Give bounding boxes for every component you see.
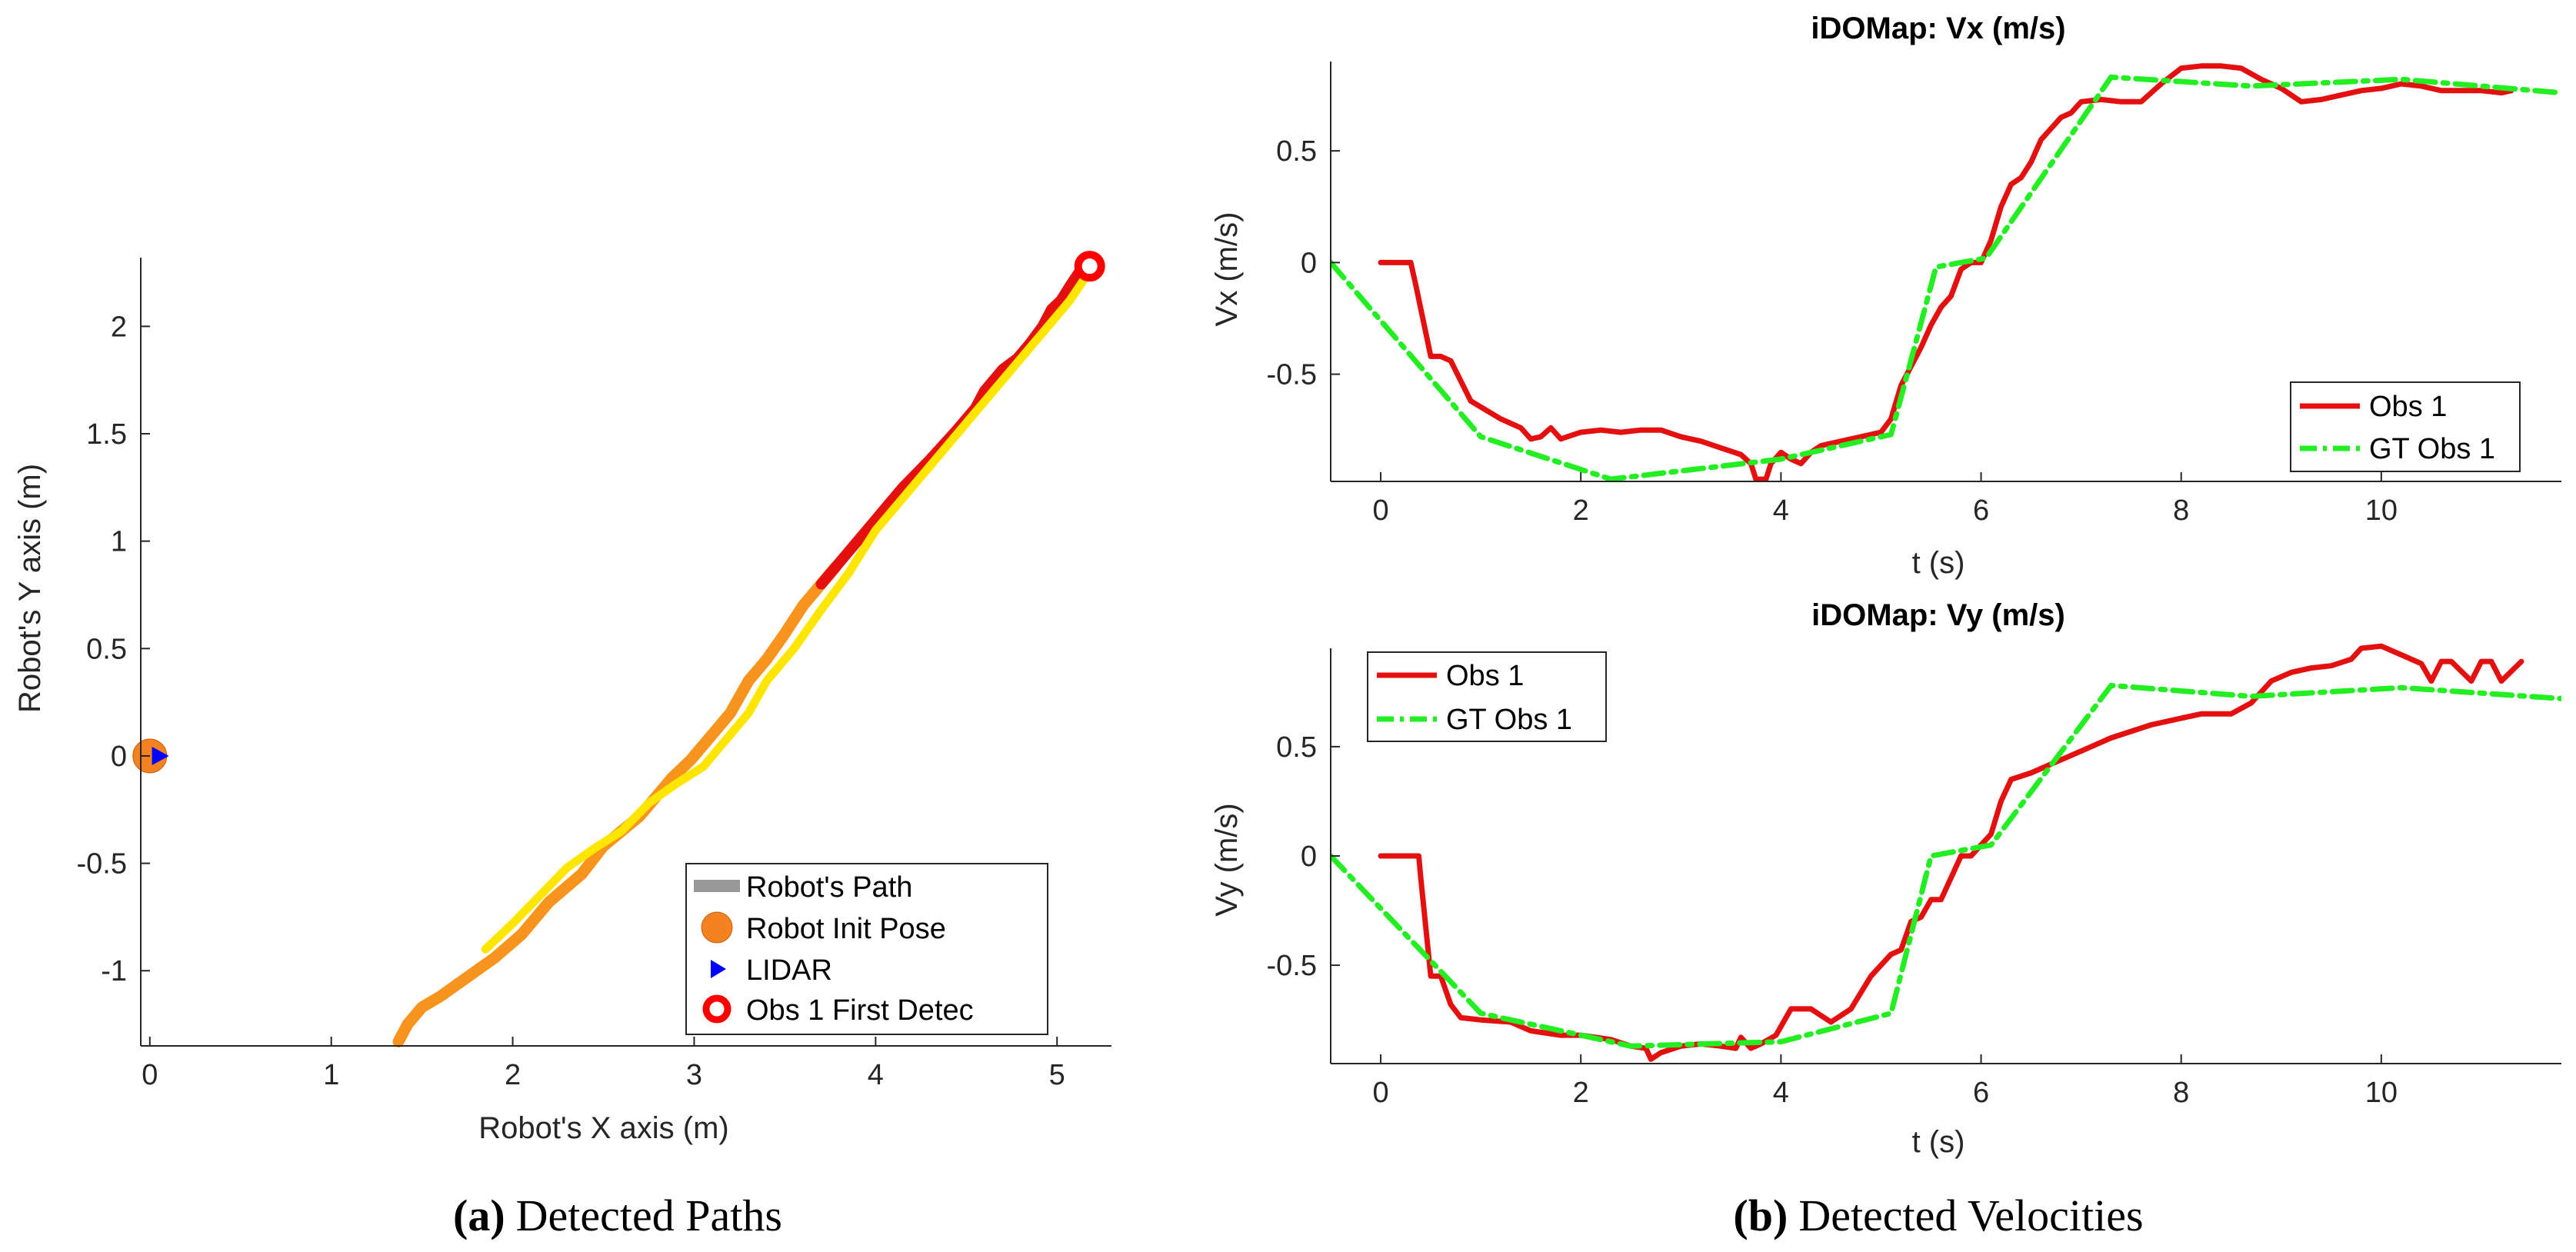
caption-a: (a) Detected Paths [453,1190,782,1240]
vx-xtick-label: 0 [1372,494,1388,527]
vx-chart: iDOMap: Vx (m/s) Vx (m/s) t (s) Obs 1 GT… [1210,12,2561,580]
paths-xtick-label: 5 [1049,1059,1065,1091]
paths-xtick-label: 1 [323,1059,339,1091]
paths-chart: Robot's Y axis (m) Robot's X axis (m) Ro… [13,251,1111,1145]
caption-b-body: Detected Velocities [1798,1190,2143,1240]
vy-series-gt-obs1 [1331,682,2561,1049]
legend-robot-path-label: Robot's Path [746,871,912,904]
vx-ylabel: Vx (m/s) [1210,212,1244,327]
paths-ytick-label: 1 [111,526,127,558]
legend-init-pose-swatch [701,911,733,944]
vx-title: iDOMap: Vx (m/s) [1811,12,2065,45]
vx-xtick-label: 8 [2173,494,2189,527]
legend-lidar-swatch [711,960,726,978]
vy-ytick-label: 0.5 [1276,731,1317,764]
vy-ytick-label: 0 [1301,841,1317,873]
paths-xtick-label: 4 [868,1059,884,1091]
caption-b-label: (b) [1733,1190,1788,1240]
vx-ytick-label: 0.5 [1276,135,1317,168]
vy-legend-gt-label: GT Obs 1 [1446,704,1572,736]
paths-xlabel: Robot's X axis (m) [478,1111,729,1145]
vy-ylabel: Vy (m/s) [1210,803,1244,916]
caption-b-text: (b) Detected Velocities [1733,1190,2143,1240]
paths-legend: Robot's Path Robot Init Pose LIDAR Obs 1… [685,863,1048,1035]
legend-lidar-label: LIDAR [746,954,832,987]
paths-ytick-label: 2 [111,311,127,343]
vy-series-obs1 [1378,643,2524,1062]
vy-title: iDOMap: Vy (m/s) [1811,598,2065,632]
vx-xtick-label: 6 [1973,494,1989,527]
vy-xtick-label: 8 [2173,1077,2189,1109]
vx-xtick-label: 2 [1573,494,1589,527]
lidar-marker [152,746,169,765]
paths-ytick-label: 0.5 [86,633,127,665]
legend-obs-first-swatch [702,994,731,1024]
path-series-red [815,261,1095,590]
paths-ylabel: Robot's Y axis (m) [13,464,47,713]
vy-legend: Obs 1 GT Obs 1 [1367,651,1607,742]
vy-xtick-label: 4 [1773,1077,1789,1109]
vx-ytick-label: -0.5 [1267,359,1317,391]
vx-ytick-label: 0 [1301,247,1317,279]
paths-xtick-label: 2 [505,1059,521,1091]
vx-legend-obs-label: Obs 1 [2369,391,2447,423]
paths-ytick-label: -1 [101,955,127,987]
paths-ytick-label: 0 [111,741,127,773]
paths-ytick-label: -0.5 [77,848,127,881]
caption-a-text: (a) Detected Paths [453,1190,782,1240]
vy-series-layer [1331,643,2561,1062]
caption-a-body: Detected Paths [516,1190,782,1240]
vx-xtick-label: 4 [1773,494,1789,527]
vy-xtick-label: 6 [1973,1077,1989,1109]
vy-xlabel: t (s) [1912,1125,1965,1159]
vx-xtick-label: 10 [2365,494,2398,527]
vy-xtick-label: 0 [1372,1077,1388,1109]
paths-xtick-label: 3 [686,1059,702,1091]
obs-first-detect-marker [1074,251,1105,282]
caption-b: (b) Detected Velocities [1733,1190,2143,1240]
vx-series-gt-obs1 [1331,74,2561,481]
vy-ytick-label: -0.5 [1267,950,1317,982]
vx-series-layer [1331,63,2561,481]
vx-legend-gt-label: GT Obs 1 [2369,433,2495,465]
vx-xlabel: t (s) [1912,546,1965,580]
vy-chart: iDOMap: Vy (m/s) Vy (m/s) t (s) Obs 1 GT… [1210,598,2561,1159]
legend-obs-first-label: Obs 1 First Detec [746,994,974,1027]
path-series-yellow [481,275,1089,954]
paths-xtick-label: 0 [142,1059,158,1091]
legend-init-pose-label: Robot Init Pose [746,913,946,945]
vy-xtick-label: 2 [1573,1077,1589,1109]
vx-legend: Obs 1 GT Obs 1 [2290,381,2521,472]
vy-legend-obs-label: Obs 1 [1446,660,1524,692]
vy-xtick-label: 10 [2365,1077,2398,1109]
paths-series-layer [132,251,1105,1047]
caption-a-label: (a) [453,1190,505,1240]
paths-ytick-label: 1.5 [86,418,127,451]
